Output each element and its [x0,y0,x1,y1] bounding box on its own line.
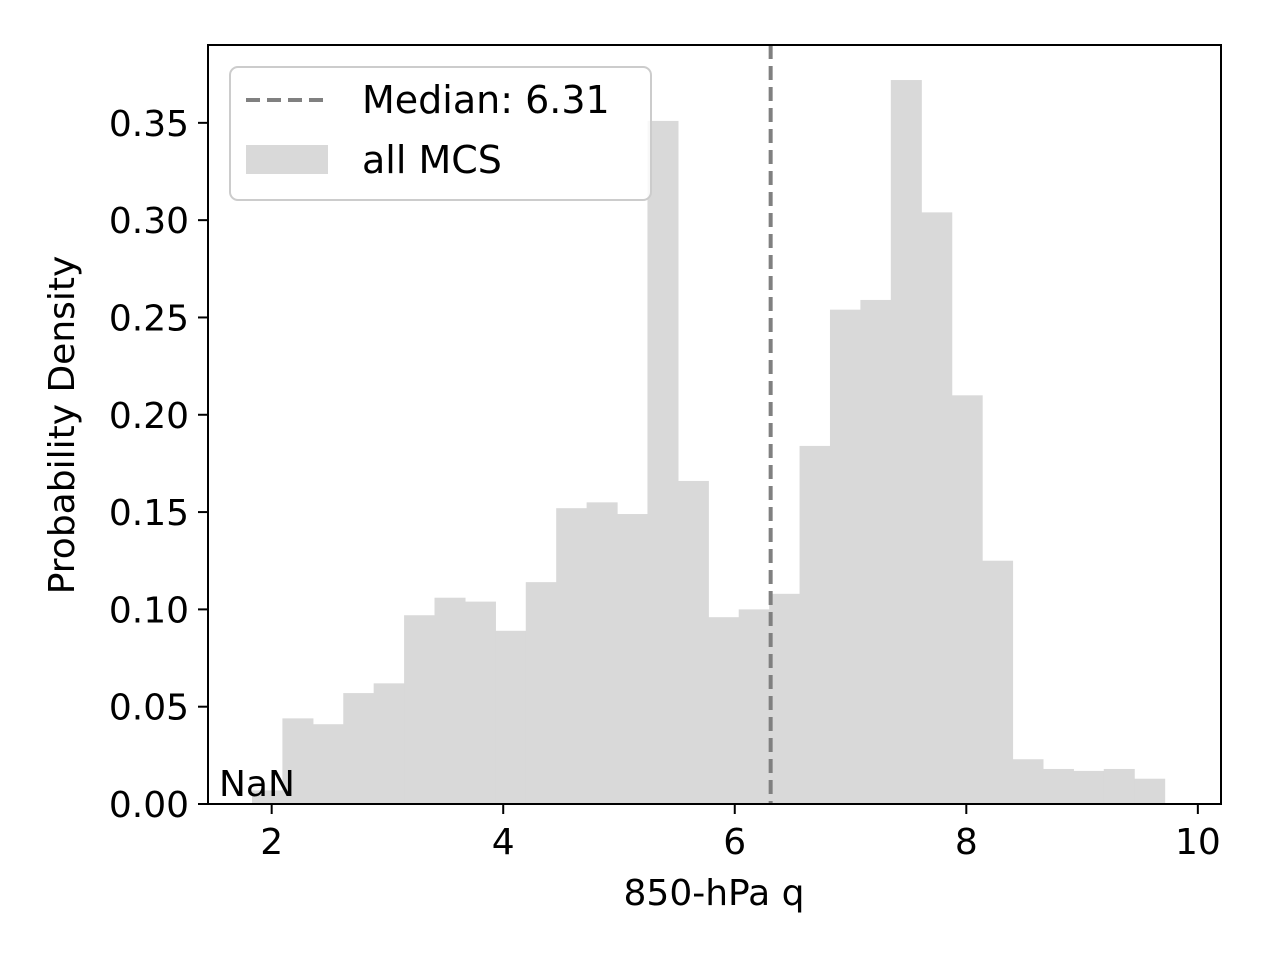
histogram-bar [617,514,649,804]
histogram-bar [769,593,801,804]
histogram-bar [799,445,831,804]
histogram-bar [343,693,375,804]
histogram-bar [708,617,740,804]
histogram-bar [464,601,496,804]
histogram-bar [525,582,557,804]
y-tick-label: 0.20 [109,396,189,437]
histogram-bars [251,80,1166,804]
x-tick-label: 2 [260,822,283,863]
histogram-bar [404,615,436,804]
histogram-bar [860,299,892,804]
histogram-bar [1103,768,1135,804]
histogram-bar [982,560,1014,804]
histogram-bar [373,683,405,804]
y-tick-label: 0.05 [109,688,189,729]
histogram-bar [586,502,618,804]
histogram-bar [738,609,770,804]
histogram-bar [647,120,679,804]
histogram-bar [556,508,588,804]
histogram-bar [921,212,953,804]
y-tick-label: 0.15 [109,493,189,534]
histogram-bar [890,80,922,804]
y-tick-label: 0.30 [109,201,189,242]
histogram-bar [251,790,283,804]
legend-series-swatch [246,145,328,174]
legend-median-label: Median: 6.31 [362,78,610,122]
histogram-bar [282,718,314,804]
y-axis-label: Probability Density [42,256,83,595]
x-tick-label: 10 [1175,822,1221,863]
x-axis-ticks: 2 4 6 8 10 [260,804,1221,863]
y-axis-ticks: 0.00 0.05 0.10 0.15 0.20 0.25 0.30 0.35 [109,104,208,826]
y-tick-label: 0.25 [109,298,189,339]
x-tick-label: 6 [723,822,746,863]
histogram-bar [951,395,983,804]
x-tick-label: 8 [955,822,978,863]
x-tick-label: 4 [492,822,515,863]
histogram-bar [312,724,344,804]
histogram-bar [829,309,861,804]
histogram-bar [1073,770,1105,804]
x-axis-label: 850-hPa q [624,873,805,914]
histogram-bar [677,480,709,804]
y-tick-label: 0.10 [109,590,189,631]
y-tick-label: 0.35 [109,104,189,145]
nan-annotation: NaN [219,764,295,805]
legend-series-label: all MCS [362,138,502,182]
histogram-bar [434,597,466,804]
histogram-bar [495,630,527,804]
histogram-bar [1012,759,1044,804]
histogram-bar [1134,778,1166,804]
histogram-bar [1042,768,1074,804]
plot-frame [207,44,1222,805]
y-tick-label: 0.00 [109,785,189,826]
legend: Median: 6.31 all MCS [229,66,652,201]
legend-box [229,66,652,201]
